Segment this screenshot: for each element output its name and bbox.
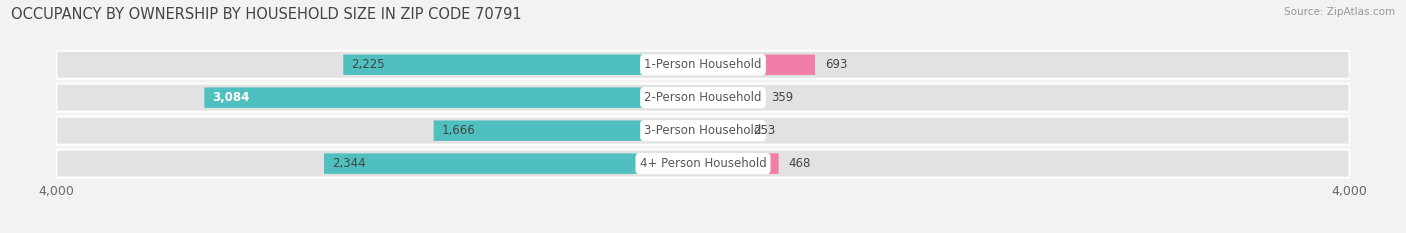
Text: 3,084: 3,084	[212, 91, 250, 104]
FancyBboxPatch shape	[56, 117, 1350, 145]
Text: 468: 468	[789, 157, 811, 170]
FancyBboxPatch shape	[56, 150, 1350, 178]
FancyBboxPatch shape	[433, 120, 703, 141]
Text: OCCUPANCY BY OWNERSHIP BY HOUSEHOLD SIZE IN ZIP CODE 70791: OCCUPANCY BY OWNERSHIP BY HOUSEHOLD SIZE…	[11, 7, 522, 22]
Text: 2,344: 2,344	[332, 157, 366, 170]
Text: 2-Person Household: 2-Person Household	[644, 91, 762, 104]
Text: 253: 253	[754, 124, 776, 137]
FancyBboxPatch shape	[343, 55, 703, 75]
Text: 3-Person Household: 3-Person Household	[644, 124, 762, 137]
Text: 693: 693	[825, 58, 848, 71]
FancyBboxPatch shape	[703, 55, 815, 75]
Text: 2,225: 2,225	[352, 58, 385, 71]
FancyBboxPatch shape	[204, 87, 703, 108]
FancyBboxPatch shape	[703, 153, 779, 174]
Text: 4+ Person Household: 4+ Person Household	[640, 157, 766, 170]
FancyBboxPatch shape	[323, 153, 703, 174]
FancyBboxPatch shape	[703, 87, 761, 108]
Text: 1-Person Household: 1-Person Household	[644, 58, 762, 71]
Text: 359: 359	[770, 91, 793, 104]
Text: Source: ZipAtlas.com: Source: ZipAtlas.com	[1284, 7, 1395, 17]
FancyBboxPatch shape	[703, 120, 744, 141]
FancyBboxPatch shape	[56, 51, 1350, 79]
Text: 1,666: 1,666	[441, 124, 475, 137]
FancyBboxPatch shape	[56, 84, 1350, 112]
